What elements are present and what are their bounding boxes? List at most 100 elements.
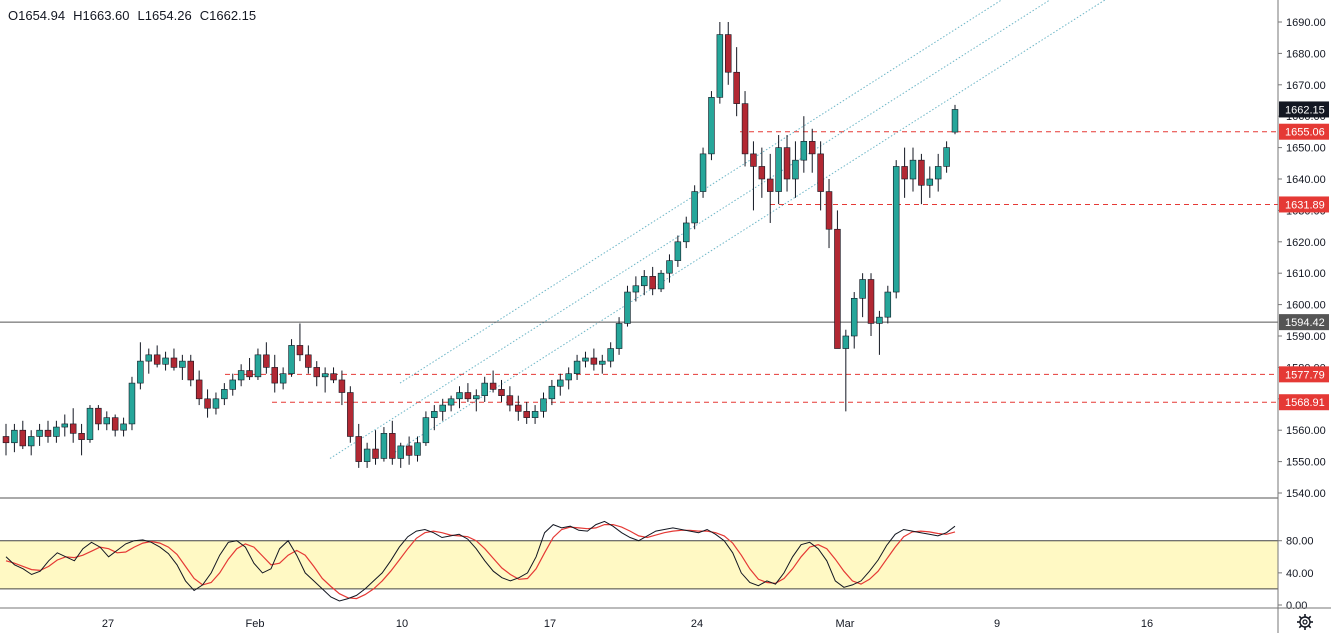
- candle-up: [557, 373, 564, 396]
- candle-body: [170, 357, 178, 368]
- candle-up: [128, 376, 136, 431]
- price-tick-label: 1670.00: [1286, 80, 1326, 92]
- candle-down: [271, 354, 278, 393]
- candle-down: [817, 141, 824, 211]
- price-tag-bg: [1279, 394, 1329, 411]
- candle-body: [708, 97, 715, 155]
- price-tag-last[interactable]: 1662.15: [1279, 101, 1329, 118]
- price-tag-bg: [1279, 366, 1329, 383]
- price-axis[interactable]: 1690.001680.001670.001660.001650.001640.…: [1278, 17, 1329, 612]
- candle-up: [548, 379, 556, 406]
- candle-up: [447, 395, 455, 412]
- candle-down: [313, 361, 320, 387]
- candle-body: [397, 445, 404, 459]
- price-tag-hline[interactable]: 1594.42: [1279, 314, 1329, 331]
- candle-body: [27, 436, 35, 447]
- channel-line[interactable]: [329, 0, 1051, 459]
- candle-body: [876, 316, 883, 324]
- candle-body: [867, 279, 875, 324]
- candle-up: [422, 411, 430, 446]
- candle-body: [355, 436, 362, 462]
- candle-down: [523, 401, 530, 424]
- candle-body: [162, 357, 169, 365]
- candle-body: [221, 389, 228, 400]
- candle-body: [624, 291, 631, 324]
- candle-body: [363, 448, 371, 462]
- time-label: Feb: [246, 618, 265, 630]
- candle-body: [909, 159, 917, 180]
- candle-body: [78, 433, 85, 440]
- candle-body: [582, 357, 589, 362]
- candle-body: [943, 147, 950, 167]
- candle-up: [321, 367, 329, 393]
- candle-body: [19, 429, 27, 447]
- candle-body: [817, 153, 824, 192]
- candle-up: [137, 342, 144, 390]
- candle-up: [716, 22, 724, 104]
- time-label: 24: [691, 618, 703, 630]
- candle-body: [615, 323, 623, 349]
- candle-body: [111, 417, 119, 431]
- candle-down: [733, 47, 740, 117]
- candle-down: [808, 128, 816, 173]
- candle-body: [204, 398, 211, 409]
- candle-body: [607, 348, 614, 362]
- gear-icon[interactable]: [1297, 614, 1313, 630]
- candle-up: [103, 411, 111, 431]
- candle-body: [489, 382, 497, 390]
- candle-down: [766, 153, 774, 223]
- candle-body: [590, 357, 598, 365]
- candle-down: [296, 323, 304, 362]
- candle-body: [641, 276, 648, 287]
- candle-body: [859, 279, 866, 299]
- candle-up: [540, 392, 547, 418]
- candle-body: [53, 426, 60, 437]
- candle-up: [909, 147, 917, 192]
- candle-body: [44, 429, 52, 437]
- stoch-band-fill: [0, 540, 1278, 589]
- candle-body: [431, 411, 438, 418]
- horizontal-levels[interactable]: [0, 131, 1278, 403]
- candle-down: [69, 408, 77, 443]
- candle-down: [305, 345, 312, 374]
- candle-up: [884, 285, 892, 324]
- candle-body: [716, 34, 724, 98]
- candle-down: [338, 370, 346, 406]
- candle-body: [473, 395, 480, 400]
- candle-down: [464, 383, 472, 402]
- time-axis[interactable]: 27 Feb 10 17 24 Mar 9 16: [102, 618, 1153, 630]
- candle-up: [699, 147, 707, 198]
- candle-body: [271, 367, 278, 384]
- candle-up: [254, 348, 262, 380]
- candle-down: [649, 266, 656, 296]
- time-label: 10: [396, 618, 408, 630]
- candle-up: [380, 427, 388, 462]
- candle-body: [2, 436, 10, 444]
- price-tag-level[interactable]: 1655.06: [1279, 123, 1329, 140]
- price-tag-level[interactable]: 1577.79: [1279, 366, 1329, 383]
- price-tag-label: 1568.91: [1285, 397, 1325, 409]
- trend-channel[interactable]: [329, 0, 1106, 459]
- price-tag-bg: [1279, 314, 1329, 331]
- price-tag-label: 1662.15: [1285, 104, 1325, 116]
- price-tag-bg: [1279, 123, 1329, 140]
- candle-down: [372, 430, 379, 465]
- price-tick-label: 1600.00: [1286, 300, 1326, 312]
- candle-body: [565, 373, 572, 381]
- candle-down: [867, 273, 875, 336]
- candle-down: [170, 348, 178, 371]
- candle-up: [892, 160, 900, 299]
- channel-line[interactable]: [394, 0, 1106, 453]
- candle-body: [783, 147, 791, 180]
- candle-up: [691, 185, 698, 230]
- candle-body: [850, 298, 858, 337]
- price-tag-level[interactable]: 1631.89: [1279, 196, 1329, 213]
- price-tick-label: 1610.00: [1286, 268, 1326, 280]
- candle-body: [515, 404, 522, 412]
- candle-body: [632, 285, 640, 293]
- candle-body: [573, 360, 581, 374]
- price-tag-level[interactable]: 1568.91: [1279, 394, 1329, 411]
